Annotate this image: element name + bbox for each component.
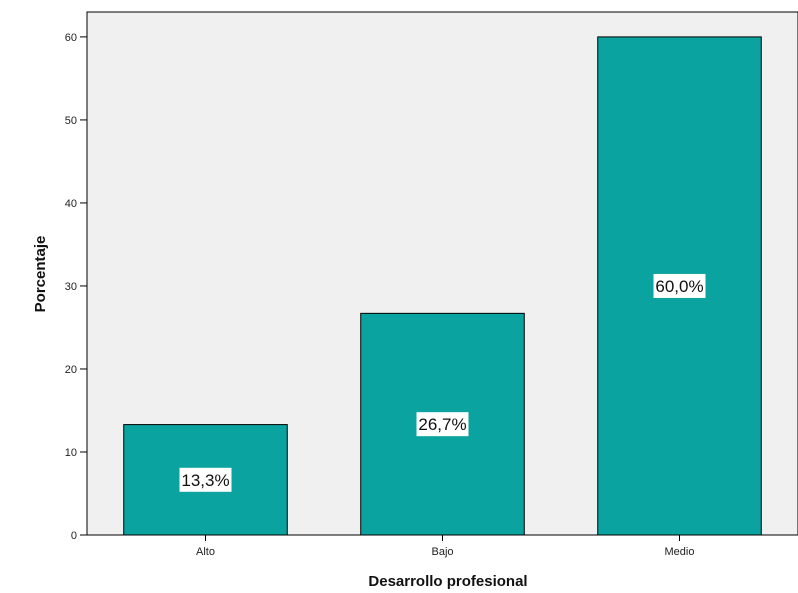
x-tick-label: Medio — [665, 546, 695, 558]
data-label: 13,3% — [181, 471, 229, 490]
x-tick-label: Alto — [196, 546, 215, 558]
data-label: 60,0% — [655, 277, 703, 296]
data-label-box — [653, 273, 706, 298]
x-axis-title: Desarrollo profesional — [368, 573, 527, 590]
y-tick-label: 50 — [65, 115, 77, 127]
y-tick-label: 30 — [65, 281, 77, 293]
y-tick-label: 20 — [65, 364, 77, 376]
y-tick-label: 60 — [65, 32, 77, 44]
y-tick-label: 10 — [65, 447, 77, 459]
data-label-box — [416, 412, 469, 437]
y-tick-label: 40 — [65, 198, 77, 210]
bars: 13,3% 26,7% 60,0% — [123, 36, 762, 536]
data-label-box — [179, 467, 232, 492]
data-label: 26,7% — [418, 415, 466, 434]
x-tick-label: Bajo — [431, 546, 453, 558]
y-axis-title: Porcentaje — [32, 236, 49, 313]
y-tick-label: 0 — [71, 530, 77, 542]
x-axis: Alto Bajo Medio — [196, 535, 694, 558]
y-axis: 0 10 20 30 40 50 60 — [65, 32, 87, 542]
